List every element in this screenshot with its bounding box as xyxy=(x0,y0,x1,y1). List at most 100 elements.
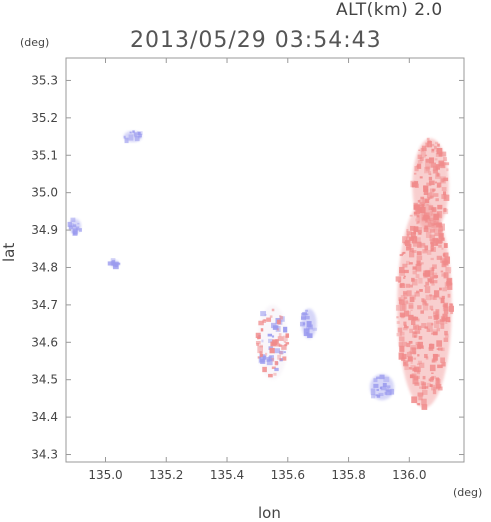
echo-cell xyxy=(442,313,448,320)
echo-cell xyxy=(396,321,400,324)
echo-cell xyxy=(409,347,416,355)
echo-cell xyxy=(376,376,380,379)
echo-cell xyxy=(431,148,435,153)
echo-cell xyxy=(440,237,445,241)
echo-cell xyxy=(430,239,436,244)
echo-cell xyxy=(436,147,443,155)
echo-cell xyxy=(417,403,421,406)
echo-cell xyxy=(402,341,408,347)
echo-cell xyxy=(413,357,417,360)
echo-cell xyxy=(424,326,429,329)
echo-cell xyxy=(443,243,448,248)
echo-cell xyxy=(79,228,82,232)
echo-cell xyxy=(427,222,432,228)
echo-cell xyxy=(436,173,440,177)
echo-cell xyxy=(442,306,449,312)
echo-cell xyxy=(444,330,448,336)
echo-cell xyxy=(403,241,407,244)
echo-cell xyxy=(406,246,412,251)
echo-cell xyxy=(430,332,434,335)
echo-cell xyxy=(279,315,282,317)
echo-cell xyxy=(275,325,281,332)
echo-cell xyxy=(77,222,80,225)
echo-cell xyxy=(271,335,275,338)
echo-layer xyxy=(67,130,454,410)
echo-cell xyxy=(425,219,428,223)
echo-cell xyxy=(399,345,405,352)
x-axis-label: lon xyxy=(258,504,281,522)
echo-cell xyxy=(123,135,126,139)
echo-cell xyxy=(283,351,286,354)
echo-cell xyxy=(423,188,429,195)
echo-cell xyxy=(421,383,426,390)
echo-cell xyxy=(418,149,421,151)
echo-cell xyxy=(399,266,405,274)
echo-cell xyxy=(430,257,434,261)
echo-cell xyxy=(424,353,428,359)
echo-cell xyxy=(447,293,451,298)
region-east-coast-positive-band xyxy=(395,202,454,410)
echo-cell xyxy=(70,217,76,223)
echo-cell xyxy=(278,350,284,355)
echo-cell xyxy=(433,386,438,390)
echo-cell xyxy=(395,304,401,311)
echo-cell xyxy=(439,223,445,231)
echo-cell xyxy=(412,270,417,275)
echo-cell xyxy=(410,365,416,371)
echo-cell xyxy=(423,214,429,219)
echo-cell xyxy=(409,284,413,288)
echo-cell xyxy=(430,143,435,147)
timestamp-title: 2013/05/29 03:54:43 xyxy=(130,28,382,53)
echo-cell xyxy=(423,284,427,287)
echo-cell xyxy=(278,333,282,337)
echo-cell xyxy=(404,364,409,371)
y-unit-label: (deg) xyxy=(20,36,50,49)
x-tick-label: 135.2 xyxy=(149,468,183,482)
y-tick-label: 34.8 xyxy=(31,260,58,274)
echo-cell xyxy=(410,361,413,364)
echo-cell xyxy=(417,360,422,365)
x-tick-label: 135.0 xyxy=(88,468,122,482)
echo-cell xyxy=(417,354,420,357)
echo-cell xyxy=(426,137,430,141)
echo-cell xyxy=(447,282,453,290)
echo-cell xyxy=(276,328,280,331)
echo-cell xyxy=(415,263,422,272)
echo-cell xyxy=(438,160,445,167)
echo-cell xyxy=(414,292,420,297)
echo-cell xyxy=(306,313,309,316)
y-tick-label: 34.4 xyxy=(31,410,58,424)
echo-cell xyxy=(129,131,132,134)
echo-cell xyxy=(133,132,138,138)
echo-cell xyxy=(417,227,423,234)
echo-cell xyxy=(414,166,419,172)
echo-cell xyxy=(418,277,423,284)
echo-cell xyxy=(450,310,454,315)
echo-cell xyxy=(432,280,438,284)
echo-cell xyxy=(432,389,437,395)
echo-cell xyxy=(259,354,266,363)
echo-cell xyxy=(421,323,427,328)
echo-cell xyxy=(421,398,427,405)
echo-cell xyxy=(431,223,436,228)
echo-cell xyxy=(412,278,418,286)
echo-cell xyxy=(301,312,307,320)
echo-cell xyxy=(370,388,376,395)
echo-cell xyxy=(426,192,433,199)
echo-cell xyxy=(387,389,390,393)
echo-cell xyxy=(412,316,419,321)
echo-cell xyxy=(436,211,443,219)
echo-cell xyxy=(412,376,419,385)
echo-cell xyxy=(402,251,406,254)
echo-cell xyxy=(110,260,115,266)
altitude-label: ALT(km) 2.0 xyxy=(336,0,443,20)
echo-cell xyxy=(428,176,433,181)
echo-cell xyxy=(399,312,406,318)
echo-cell xyxy=(419,362,425,368)
echo-cell xyxy=(439,152,443,157)
echo-cell xyxy=(410,309,413,312)
echo-cell xyxy=(413,204,418,210)
echo-cell xyxy=(406,240,409,244)
echo-cell xyxy=(425,294,432,301)
echo-cell xyxy=(433,331,438,336)
